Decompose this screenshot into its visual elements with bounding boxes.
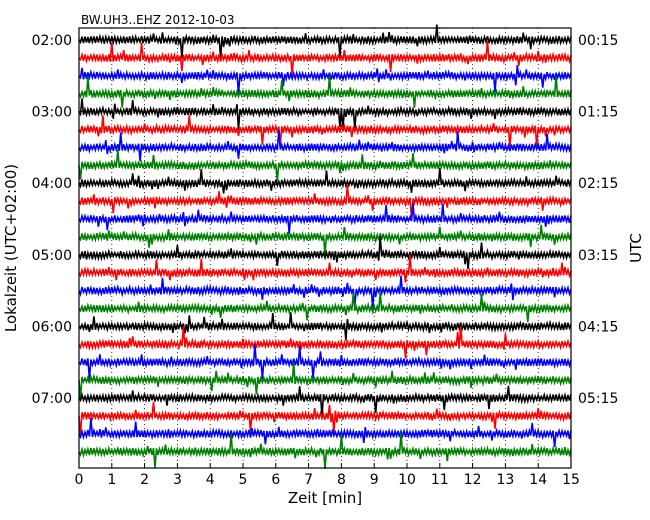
trace-02:15 xyxy=(78,167,572,194)
y-tick-label-right: 05:15 xyxy=(578,391,618,407)
seismic-traces xyxy=(78,24,572,470)
trace-02:00 xyxy=(78,149,572,182)
y-tick-label-right: 04:15 xyxy=(578,319,618,335)
y-axis-label-left: Lokalzeit (UTC+02:00) xyxy=(2,164,20,332)
trace-02:30 xyxy=(78,184,572,220)
trace-05:15 xyxy=(78,385,572,418)
trace-00:45 xyxy=(78,65,572,95)
x-tick-label: 15 xyxy=(562,472,580,488)
trace-03:45 xyxy=(78,275,572,309)
y-tick-label-right: 02:15 xyxy=(578,176,618,192)
trace-04:45 xyxy=(78,344,572,380)
x-tick-label: 7 xyxy=(304,472,313,488)
x-tick-label: 13 xyxy=(496,472,514,488)
x-tick-label: 3 xyxy=(173,472,182,488)
y-tick-label-left: 06:00 xyxy=(32,319,72,335)
x-tick-label: 14 xyxy=(529,472,547,488)
x-tick-label: 10 xyxy=(398,472,416,488)
trace-03:00 xyxy=(78,224,572,255)
x-tick-label: 12 xyxy=(464,472,482,488)
trace-00:15 xyxy=(78,24,572,59)
y-tick-label-left: 05:00 xyxy=(32,248,72,264)
x-tick-label: 1 xyxy=(107,472,116,488)
trace-01:00 xyxy=(78,75,572,108)
trace-05:30 xyxy=(78,401,572,434)
trace-05:45 xyxy=(78,417,572,448)
y-tick-label-left: 03:00 xyxy=(32,105,72,121)
x-tick-label: 6 xyxy=(271,472,280,488)
chart-title: BW.UH3..EHZ 2012-10-03 xyxy=(81,13,235,27)
axis-ticks: 0 1 2 3 4 5 6 7 8 9 10 11 12 13 14 1502:0003:0004:0005:… xyxy=(32,33,619,488)
plot-border xyxy=(78,27,572,469)
trace-04:15 xyxy=(78,312,572,341)
x-axis-label: Zeit [min] xyxy=(288,489,362,507)
trace-03:15 xyxy=(78,236,572,270)
y-tick-label-left: 07:00 xyxy=(32,391,72,407)
x-tick-label: 0 xyxy=(75,472,84,488)
y-tick-label-right: 01:15 xyxy=(578,105,618,121)
trace-04:00 xyxy=(78,292,572,323)
trace-01:15 xyxy=(78,98,572,131)
trace-03:30 xyxy=(78,254,572,283)
trace-01:30 xyxy=(78,115,572,148)
trace-01:45 xyxy=(78,130,572,162)
y-tick-label-right: 00:15 xyxy=(578,33,618,49)
trace-04:30 xyxy=(78,325,572,359)
trace-06:00 xyxy=(78,432,572,470)
x-tick-label: 2 xyxy=(140,472,149,488)
y-tick-label-right: 03:15 xyxy=(578,248,618,264)
x-tick-label: 9 xyxy=(370,472,379,488)
y-tick-label-left: 02:00 xyxy=(32,33,72,49)
x-tick-label: 11 xyxy=(431,472,449,488)
y-axis-label-right: UTC xyxy=(627,233,645,263)
trace-05:00 xyxy=(78,362,572,399)
x-tick-label: 5 xyxy=(239,472,248,488)
trace-02:45 xyxy=(78,203,572,234)
x-tick-label: 8 xyxy=(337,472,346,488)
trace-00:30 xyxy=(78,40,572,76)
x-tick-label: 4 xyxy=(206,472,215,488)
y-tick-label-left: 04:00 xyxy=(32,176,72,192)
